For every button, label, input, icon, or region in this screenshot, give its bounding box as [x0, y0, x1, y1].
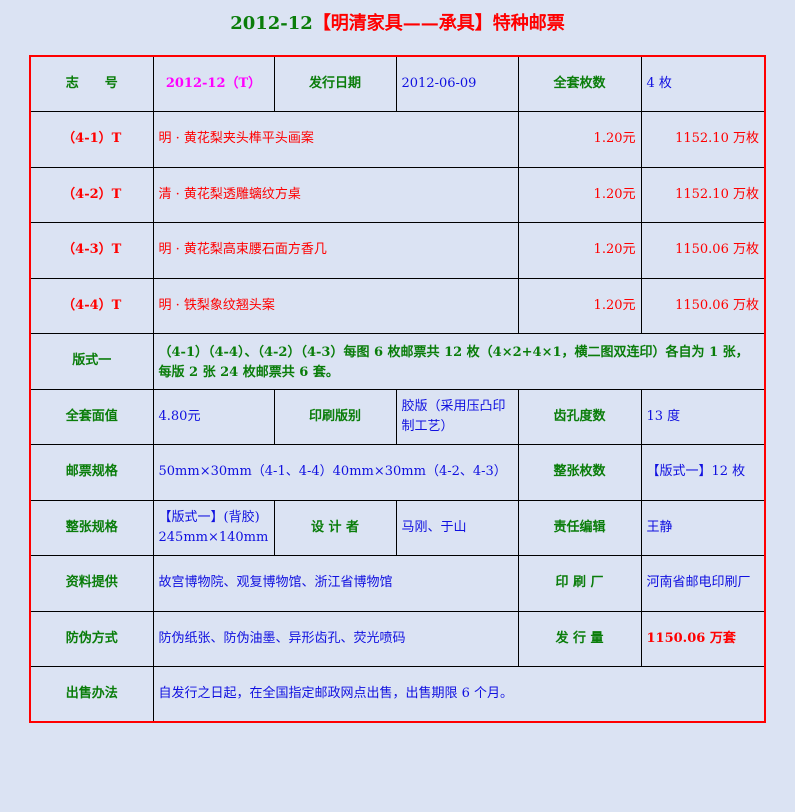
sheet-count-value: 【版式一】12 枚 — [640, 444, 766, 501]
stamp-face: 1.20元 — [517, 222, 642, 279]
table-row: 版式一 （4-1）（4-4）、（4-2）（4-3）每图 6 枚邮票共 12 枚（… — [29, 333, 766, 390]
sheet-size-value: 【版式一】(背胶) 245mm×140mm — [152, 499, 275, 556]
table-row: 防伪方式 防伪纸张、防伪油墨、异形齿孔、荧光喷码 发 行 量 1150.06 万… — [29, 610, 766, 667]
sale-label: 出售办法 — [29, 666, 154, 723]
stamp-qty: 1150.06 万枚 — [640, 277, 766, 334]
format-value: （4-1）（4-4）、（4-2）（4-3）每图 6 枚邮票共 12 枚（4×2+… — [152, 333, 766, 390]
printer-label: 印 刷 厂 — [517, 555, 642, 612]
stamp-code: （4-3）T — [29, 222, 154, 279]
sheet-size-line1: 【版式一】(背胶) — [158, 509, 260, 525]
security-value: 防伪纸张、防伪油墨、异形齿孔、荧光喷码 — [152, 610, 519, 667]
table-row: 出售办法 自发行之日起，在全国指定邮政网点出售，出售期限 6 个月。 — [29, 666, 766, 723]
page-title: 2012-12【明清家具——承具】特种邮票 — [0, 12, 795, 36]
stamp-size-label: 邮票规格 — [29, 444, 154, 501]
id-value: 2012-12（T） — [152, 55, 275, 112]
volume-label: 发 行 量 — [517, 610, 642, 667]
editor-value: 王静 — [640, 499, 766, 556]
stamp-code: （4-4）T — [29, 277, 154, 334]
stamp-name: 明 · 铁梨象纹翘头案 — [152, 277, 519, 334]
date-value: 2012-06-09 — [395, 55, 519, 112]
editor-label: 责任编辑 — [517, 499, 642, 556]
format-label: 版式一 — [29, 333, 154, 390]
print-value: 胶版（采用压凸印制工艺） — [395, 388, 519, 445]
sheet-size-label: 整张规格 — [29, 499, 154, 556]
stamp-qty: 1150.06 万枚 — [640, 222, 766, 279]
table-row: 整张规格 【版式一】(背胶) 245mm×140mm 设 计 者 马刚、于山 责任… — [29, 499, 766, 556]
count-value: 4 枚 — [640, 55, 766, 112]
designer-value: 马刚、于山 — [395, 499, 519, 556]
table-row: （4-3）T 明 · 黄花梨高束腰石面方香几 1.20元 1150.06 万枚 — [29, 222, 766, 279]
count-label: 全套枚数 — [517, 55, 642, 112]
volume-value: 1150.06 万套 — [640, 610, 766, 667]
face-value: 4.80元 — [152, 388, 275, 445]
stamp-code: （4-1）T — [29, 111, 154, 168]
stamp-face: 1.20元 — [517, 277, 642, 334]
stamp-code: （4-2）T — [29, 166, 154, 223]
sale-value: 自发行之日起，在全国指定邮政网点出售，出售期限 6 个月。 — [152, 666, 766, 723]
stamp-size-value: 50mm×30mm（4-1、4-4）40mm×30mm（4-2、4-3） — [152, 444, 519, 501]
face-value-label: 全套面值 — [29, 388, 154, 445]
stamp-name: 清 · 黄花梨透雕螭纹方桌 — [152, 166, 519, 223]
security-label: 防伪方式 — [29, 610, 154, 667]
table-row: （4-2）T 清 · 黄花梨透雕螭纹方桌 1.20元 1152.10 万枚 — [29, 166, 766, 223]
table-row: （4-1）T 明 · 黄花梨夹头榫平头画案 1.20元 1152.10 万枚 — [29, 111, 766, 168]
sheet-count-label: 整张枚数 — [517, 444, 642, 501]
source-label: 资料提供 — [29, 555, 154, 612]
date-label: 发行日期 — [273, 55, 397, 112]
perforation-label: 齿孔度数 — [517, 388, 642, 445]
printer-value: 河南省邮电印刷厂 — [640, 555, 766, 612]
stamp-set-name: 【明清家具——承具】特种邮票 — [312, 13, 565, 34]
stamp-qty: 1152.10 万枚 — [640, 166, 766, 223]
issue-number: 2012-12 — [230, 13, 313, 34]
source-value: 故宫博物院、观复博物馆、浙江省博物馆 — [152, 555, 519, 612]
id-label: 志 号 — [29, 55, 154, 112]
table-row: 志 号 2012-12（T） 发行日期 2012-06-09 全套枚数 4 枚 — [29, 55, 766, 112]
sheet-size-line2: 245mm×140mm — [158, 529, 269, 545]
stamp-name: 明 · 黄花梨夹头榫平头画案 — [152, 111, 519, 168]
stamp-qty: 1152.10 万枚 — [640, 111, 766, 168]
stamp-face: 1.20元 — [517, 166, 642, 223]
stamp-info-table: 志 号 2012-12（T） 发行日期 2012-06-09 全套枚数 4 枚 … — [29, 55, 766, 723]
table-row: 全套面值 4.80元 印刷版别 胶版（采用压凸印制工艺） 齿孔度数 13 度 — [29, 388, 766, 445]
table-row: （4-4）T 明 · 铁梨象纹翘头案 1.20元 1150.06 万枚 — [29, 277, 766, 334]
stamp-name: 明 · 黄花梨高束腰石面方香几 — [152, 222, 519, 279]
table-row: 资料提供 故宫博物院、观复博物馆、浙江省博物馆 印 刷 厂 河南省邮电印刷厂 — [29, 555, 766, 612]
perforation-value: 13 度 — [640, 388, 766, 445]
designer-label: 设 计 者 — [273, 499, 397, 556]
print-label: 印刷版别 — [273, 388, 397, 445]
stamp-face: 1.20元 — [517, 111, 642, 168]
table-row: 邮票规格 50mm×30mm（4-1、4-4）40mm×30mm（4-2、4-3… — [29, 444, 766, 501]
